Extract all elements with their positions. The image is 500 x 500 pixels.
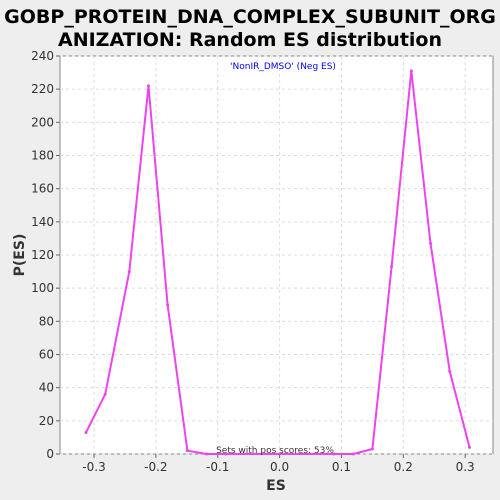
- pos-scores-annotation: Sets with pos scores: 53%: [216, 446, 334, 456]
- chart-title-line-2: ANIZATION: Random ES distribution: [58, 29, 442, 51]
- y-tick-label: 200: [31, 115, 54, 129]
- y-tick-label: 240: [31, 49, 54, 63]
- y-tick-label: 120: [31, 248, 54, 262]
- y-tick-label: 180: [31, 149, 54, 163]
- data-point: [127, 270, 131, 274]
- data-point: [205, 452, 209, 456]
- y-tick-label: 60: [39, 348, 54, 362]
- data-point: [166, 303, 170, 307]
- data-point: [467, 445, 471, 449]
- y-tick-label: 220: [31, 82, 54, 96]
- data-point: [332, 452, 336, 456]
- data-point: [185, 449, 189, 453]
- y-tick-label: 140: [31, 215, 54, 229]
- x-tick-label: 0.1: [332, 460, 351, 474]
- x-axis-title: ES: [266, 478, 286, 494]
- x-tick-label: 0.3: [456, 460, 475, 474]
- data-point: [351, 452, 355, 456]
- series-line: [85, 69, 471, 455]
- legend-entry: 'NonIR_DMSO' (Neg ES): [230, 62, 336, 72]
- data-point: [370, 447, 374, 451]
- data-point: [224, 452, 228, 456]
- data-point: [409, 69, 413, 73]
- x-tick-label: 0.2: [394, 460, 413, 474]
- data-point: [146, 84, 150, 88]
- grid-lines: [60, 55, 493, 455]
- y-tick-label: 160: [31, 182, 54, 196]
- chart-title-line-1: GOBP_PROTEIN_DNA_COMPLEX_SUBUNIT_ORG: [4, 6, 496, 28]
- data-point: [448, 369, 452, 373]
- y-tick-label: 100: [31, 281, 54, 295]
- y-tick-label: 40: [39, 381, 54, 395]
- x-tick-label: -0.3: [82, 460, 105, 474]
- data-point: [390, 265, 394, 269]
- data-point: [84, 430, 88, 434]
- data-point: [429, 241, 433, 245]
- y-axis-title: P(ES): [12, 234, 28, 277]
- y-tick-label: 20: [39, 414, 54, 428]
- x-tick-label: 0.0: [270, 460, 289, 474]
- series-layer: [84, 69, 471, 456]
- y-tick-label: 80: [39, 314, 54, 328]
- data-point: [103, 392, 107, 396]
- axes: 0 20 40 60 80 100 120 140 160 180 200 220 240 -0.3 -0.…: [31, 49, 475, 474]
- y-tick-label: 0: [46, 447, 54, 461]
- x-tick-label: -0.1: [206, 460, 229, 474]
- x-tick-label: -0.2: [144, 460, 167, 474]
